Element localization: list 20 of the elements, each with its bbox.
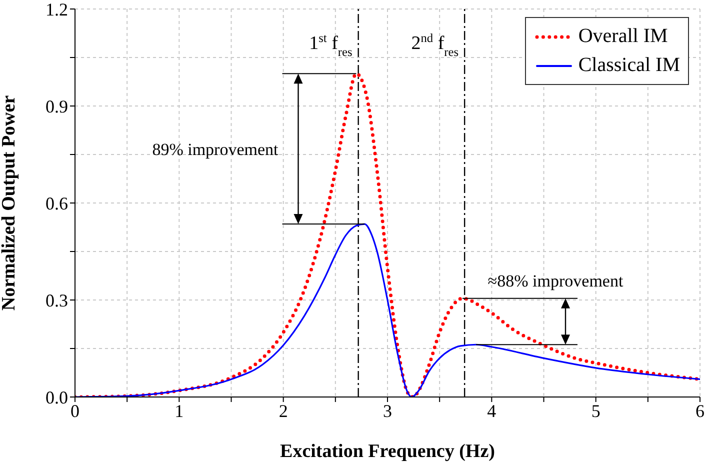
annotation: 89% improvement bbox=[152, 140, 279, 159]
ref-line-label: 1$^{st}$ f$_{res}$ bbox=[309, 31, 353, 59]
y-tick-label: 0.3 bbox=[46, 290, 68, 310]
x-tick-label: 3 bbox=[383, 400, 392, 421]
y-tick-label: 0.6 bbox=[46, 193, 68, 214]
x-tick-label: 1 bbox=[174, 400, 184, 421]
annotation: ≈88% improvement bbox=[488, 271, 624, 290]
y-tick-label: 0.0 bbox=[46, 387, 68, 408]
y-tick-label: 1.2 bbox=[46, 0, 68, 20]
ref-line-label: 2$^{nd}$ f$_{res}$ bbox=[411, 31, 459, 59]
x-tick-label: 2 bbox=[278, 400, 288, 421]
legend-label: Classical IM bbox=[578, 54, 680, 77]
legend-label: Overall IM bbox=[578, 25, 668, 48]
x-tick-label: 6 bbox=[696, 400, 704, 421]
y-axis-title: Normalized Output Power bbox=[0, 94, 20, 311]
x-tick-label: 4 bbox=[487, 400, 496, 421]
x-axis-title: Excitation Frequency (Hz) bbox=[280, 441, 495, 462]
y-tick-label: 0.9 bbox=[46, 96, 68, 116]
x-tick-label: 0 bbox=[70, 400, 80, 421]
x-tick-label: 5 bbox=[591, 400, 600, 421]
